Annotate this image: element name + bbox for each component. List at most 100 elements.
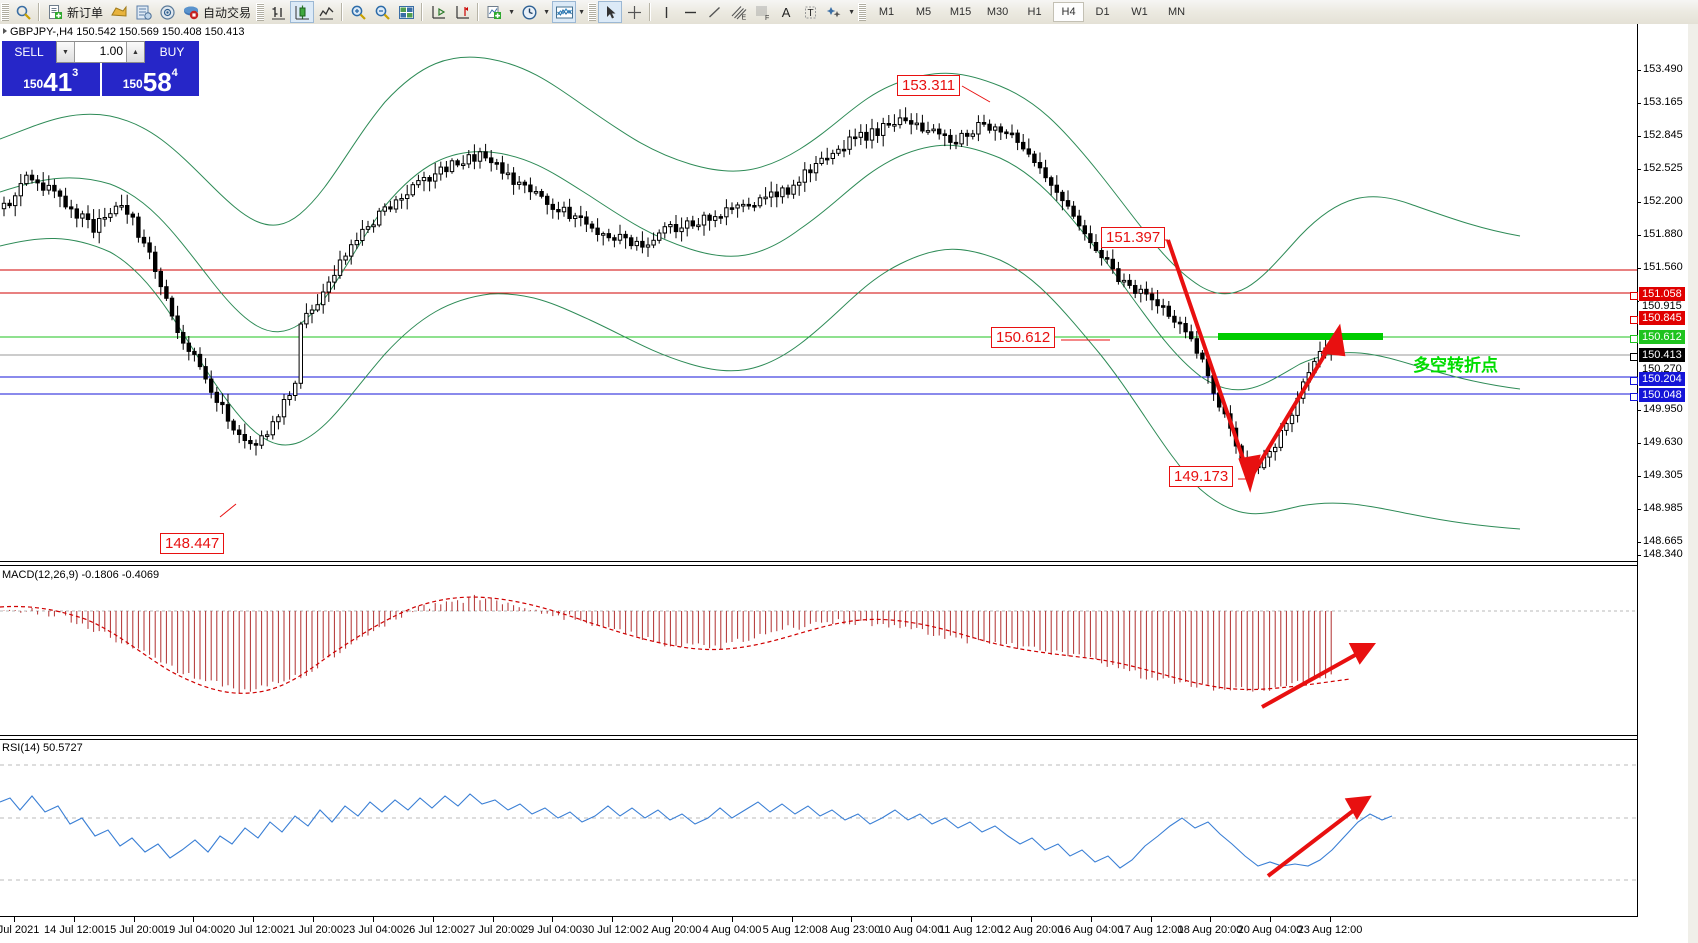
annotation-153311[interactable]: 153.311 [897, 75, 961, 96]
annotation-148447[interactable]: 148.447 [160, 533, 225, 554]
volume-stepper[interactable]: ▼ 1.00 ▲ [56, 41, 145, 63]
sell-price-display[interactable]: 150 41 3 [2, 63, 100, 96]
trend-arrow-down-shaft [1166, 239, 1252, 480]
candle-body [74, 208, 79, 219]
time-tick-label: 19 Jul 04:00 [163, 924, 223, 936]
text-icon[interactable]: A [774, 1, 798, 23]
volume-input[interactable]: 1.00 [99, 44, 123, 58]
timeframe-h1[interactable]: H1 [1027, 6, 1042, 18]
sell-button[interactable]: SELL [2, 41, 56, 63]
buy-price-prefix: 150 [122, 77, 143, 91]
candle-body [841, 148, 847, 152]
volume-up-button[interactable]: ▲ [126, 42, 144, 62]
chart-shift-icon[interactable] [450, 1, 474, 23]
line-chart-icon[interactable] [314, 1, 338, 23]
candle-body [192, 350, 197, 355]
price-level-handle[interactable] [1630, 393, 1638, 401]
terminal-icon[interactable] [107, 1, 131, 23]
toolbar-grip-timeframes[interactable] [858, 3, 867, 21]
candle-body [349, 244, 354, 257]
annotation-150612[interactable]: 150.612 [991, 327, 1056, 348]
time-tick-label: 5 Aug 12:00 [762, 924, 822, 936]
fibonacci-icon[interactable]: F [750, 1, 774, 23]
one-click-trading-panel[interactable]: SELL ▼ 1.00 ▲ BUY 150 41 3 150 58 4 [2, 41, 199, 96]
text-label-icon[interactable]: T [798, 1, 822, 23]
toolbar-grip-drawing[interactable] [588, 3, 597, 21]
vertical-scrollbar[interactable] [1688, 24, 1698, 943]
candlestick-icon[interactable] [290, 1, 315, 23]
price-tag-resistance-line-150-845[interactable]: 150.845 [1639, 311, 1685, 325]
tile-windows-icon[interactable] [394, 1, 418, 23]
collapse-triangle-icon[interactable] [3, 28, 7, 34]
candle-body [1284, 423, 1289, 431]
time-tick-label: 26 Jul 12:00 [403, 924, 463, 936]
shapes-dropdown-icon[interactable]: ▼ [848, 8, 855, 16]
annotation-turning-point[interactable]: 多空转折点 [1413, 356, 1498, 375]
rsi-drawn-arrow [1266, 795, 1372, 878]
price-tag-hidden-label-150-915[interactable]: 150.915 [1639, 299, 1685, 313]
price-chart-canvas[interactable] [0, 24, 1637, 561]
timeframe-m15[interactable]: M15 [949, 6, 972, 18]
price-tag-resistance-line-151-058[interactable]: 151.058 [1639, 287, 1685, 301]
timeframe-d1[interactable]: D1 [1095, 6, 1110, 18]
data-window-icon[interactable] [155, 1, 179, 23]
price-level-handle[interactable] [1630, 377, 1638, 385]
templates-icon[interactable] [552, 1, 577, 23]
terminal-left-icon[interactable] [11, 1, 35, 23]
zoom-out-icon[interactable] [370, 1, 394, 23]
macd-chart-canvas[interactable] [0, 567, 1637, 735]
buy-price-display[interactable]: 150 58 4 [101, 63, 199, 96]
timeframe-mn[interactable]: MN [1167, 6, 1186, 18]
candle-body [864, 131, 869, 141]
crosshair-icon[interactable] [622, 1, 646, 23]
cursor-arrow-icon[interactable] [598, 1, 623, 23]
volume-down-button[interactable]: ▼ [57, 42, 75, 62]
timeframe-w1[interactable]: W1 [1131, 6, 1148, 18]
new-order-label[interactable]: 新订单 [67, 5, 104, 20]
price-tag-support-line-150-204[interactable]: 150.204 [1639, 372, 1685, 386]
auto-scroll-icon[interactable] [426, 1, 450, 23]
add-indicator-dropdown-icon[interactable]: ▼ [508, 8, 515, 16]
price-level-handle[interactable] [1630, 316, 1638, 324]
candle-body [1149, 293, 1155, 301]
bar-chart-icon[interactable] [266, 1, 290, 23]
horizontal-line-icon[interactable] [678, 1, 702, 23]
annotation-151397[interactable]: 151.397 [1101, 227, 1166, 248]
auto-trading-icon[interactable] [179, 1, 203, 23]
shapes-icon[interactable] [822, 1, 846, 23]
trendline-icon[interactable] [702, 1, 726, 23]
annotation-149173[interactable]: 149.173 [1169, 466, 1234, 487]
price-tag-current-price-150-413[interactable]: 150.413 [1639, 348, 1685, 362]
period-dropdown-icon[interactable]: ▼ [543, 8, 550, 16]
chart-area[interactable]: GBPJPY-,H4 150.542 150.569 150.408 150.4… [0, 24, 1698, 943]
price-level-handle[interactable] [1630, 292, 1638, 300]
price-tag-pivot-line-150-612[interactable]: 150.612 [1639, 330, 1685, 344]
templates-dropdown-icon[interactable]: ▼ [578, 8, 585, 16]
price-tag-support-line-150-048[interactable]: 150.048 [1639, 388, 1685, 402]
timeframe-m1[interactable]: M1 [878, 6, 895, 18]
candle-body [1088, 233, 1093, 243]
price-level-handle[interactable] [1630, 353, 1638, 361]
auto-trading-label[interactable]: 自动交易 [203, 5, 252, 20]
timeframe-m5[interactable]: M5 [915, 6, 932, 18]
rsi-chart-canvas[interactable] [0, 740, 1637, 917]
buy-button[interactable]: BUY [145, 41, 199, 63]
timeframe-h4[interactable]: H4 [1053, 2, 1085, 22]
candle-body [46, 184, 51, 191]
price-tick-label-153-490: 153.490 [1643, 63, 1683, 75]
candle-body [847, 136, 852, 150]
timeframe-m30[interactable]: M30 [986, 6, 1009, 18]
zoom-in-icon[interactable] [346, 1, 370, 23]
navigator-icon[interactable] [131, 1, 155, 23]
equidistant-channel-icon[interactable]: E [726, 1, 750, 23]
vertical-line-icon[interactable] [654, 1, 678, 23]
price-level-handle[interactable] [1630, 335, 1638, 343]
price-tick-label-151-560: 151.560 [1643, 261, 1683, 273]
toolbar-grip-file[interactable] [1, 3, 9, 21]
toolbar-grip-charttype[interactable] [256, 3, 265, 21]
new-order-button[interactable] [43, 1, 67, 23]
price-tick [1637, 555, 1641, 556]
clock-icon[interactable] [517, 1, 541, 23]
add-indicator-icon[interactable] [482, 1, 506, 23]
